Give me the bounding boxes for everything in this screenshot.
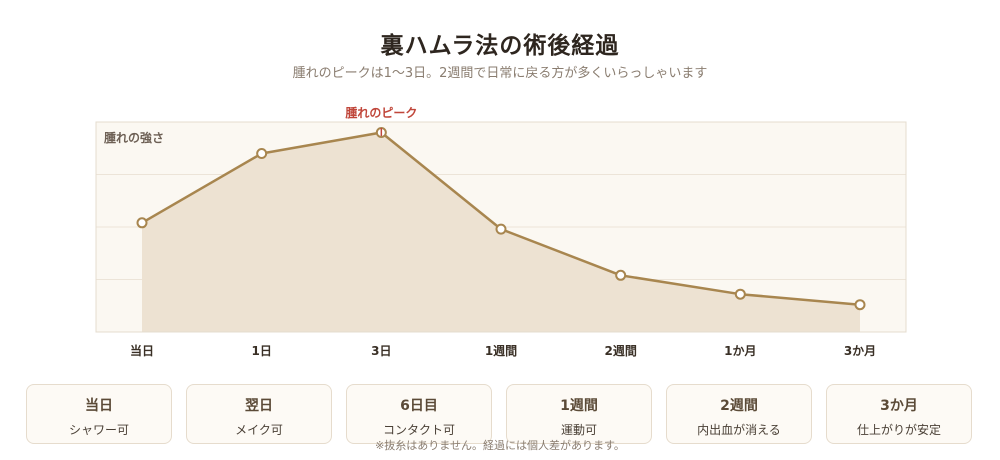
data-point xyxy=(854,299,866,311)
x-tick-label: 3か月 xyxy=(844,344,876,358)
milestone-desc: 運動可 xyxy=(560,423,597,437)
x-tick-label: 3日 xyxy=(371,344,391,358)
milestone-label: 3か月 xyxy=(880,398,918,414)
x-tick-label: 1か月 xyxy=(724,344,756,358)
x-tick-label: 1週間 xyxy=(485,343,517,358)
milestone-cards: 当日 シャワー可 翌日 メイク可 6日目 コンタクト可 1週間 運動可 2週間 … xyxy=(26,384,976,446)
milestone-card: 1週間 運動可 xyxy=(506,384,652,444)
milestone-card: 3か月 仕上がりが安定 xyxy=(826,384,972,444)
peak-annotation-label: 腫れのピーク xyxy=(345,105,417,120)
y-axis-label: 腫れの強さ xyxy=(104,130,164,145)
x-tick-label: 2週間 xyxy=(604,343,636,358)
x-tick-label: 当日 xyxy=(130,343,154,358)
milestone-label: 1週間 xyxy=(560,398,598,414)
milestone-label: 当日 xyxy=(85,398,113,414)
data-point xyxy=(136,217,148,229)
chart-title: 裏ハムラ法の術後経過 xyxy=(380,33,620,59)
chart-subtitle: 腫れのピークは1〜3日。2週間で日常に戻る方が多くいらっしゃいます xyxy=(292,66,708,81)
milestone-label: 6日目 xyxy=(400,398,438,414)
milestone-desc: 仕上がりが安定 xyxy=(856,423,941,437)
plot-border xyxy=(95,121,907,333)
milestone-label: 翌日 xyxy=(245,398,273,414)
milestone-desc: コンタクト可 xyxy=(382,423,455,437)
milestone-card: 翌日 メイク可 xyxy=(186,384,332,444)
x-tick-label: 1日 xyxy=(251,344,271,358)
milestone-label: 2週間 xyxy=(720,398,758,414)
data-point xyxy=(256,148,268,159)
data-point xyxy=(495,223,507,235)
milestone-desc: メイク可 xyxy=(235,423,283,437)
milestone-desc: 内出血が消える xyxy=(697,423,781,437)
data-point xyxy=(734,288,746,300)
milestone-card: 6日目 コンタクト可 xyxy=(346,384,492,444)
data-point xyxy=(615,269,627,281)
milestone-desc: シャワー可 xyxy=(68,423,129,437)
milestone-card: 2週間 内出血が消える xyxy=(666,384,812,444)
footnote: ※抜糸はありません。経過には個人差があります。 xyxy=(375,439,625,452)
milestone-card: 当日 シャワー可 xyxy=(26,384,172,444)
